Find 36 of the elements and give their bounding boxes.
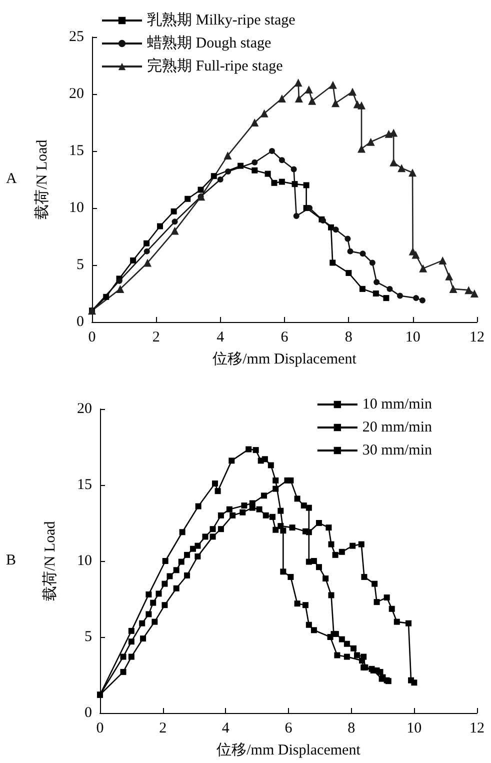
legend-label: 完熟期 Full-ripe stage	[147, 58, 284, 74]
x-tick-label: 2	[159, 720, 167, 736]
y-tick-label: 0	[76, 314, 84, 330]
y-axis-title: 载荷/N Load	[42, 520, 58, 601]
legend-label: 30 mm/min	[362, 442, 432, 458]
y-tick-label: 0	[84, 705, 92, 721]
x-tick-label: 6	[284, 720, 293, 736]
y-tick-label: 10	[69, 200, 84, 216]
y-tick-label: 15	[69, 143, 84, 159]
x-tick-label: 12	[470, 720, 484, 736]
legend-label: 蜡熟期 Dough stage	[147, 34, 272, 52]
y-tick-label: 20	[77, 401, 92, 417]
x-tick-label: 10	[406, 720, 422, 736]
text: B	[6, 552, 16, 568]
x-tick-label: 6	[280, 330, 289, 346]
y-tick-label: 25	[69, 29, 84, 45]
x-axis-title: 位移/mm Displacement	[216, 742, 362, 758]
y-tick-label: 15	[77, 477, 92, 493]
x-tick-label: 10	[405, 330, 420, 346]
x-tick-label: 4	[222, 720, 230, 736]
x-tick-label: 0	[96, 720, 104, 736]
y-tick-label: 20	[69, 86, 84, 102]
legend-label: 20 mm/min	[362, 420, 432, 436]
y-axis-title: 载荷/N Load	[34, 139, 50, 220]
y-tick-label: 5	[84, 629, 92, 645]
y-tick-label: 5	[76, 257, 84, 273]
legend-label: 乳熟期 Milky-ripe stage	[147, 12, 296, 28]
x-tick-label: 4	[216, 330, 225, 346]
x-tick-label: 8	[348, 720, 356, 736]
y-tick-label: 10	[77, 553, 92, 569]
text: A	[6, 171, 17, 187]
x-tick-label: 2	[152, 330, 160, 346]
legend-label: 10 mm/min	[362, 396, 432, 412]
x-tick-label: 12	[470, 330, 484, 346]
x-axis-title: 位移/mm Displacement	[212, 350, 358, 368]
x-tick-label: 8	[344, 330, 352, 346]
